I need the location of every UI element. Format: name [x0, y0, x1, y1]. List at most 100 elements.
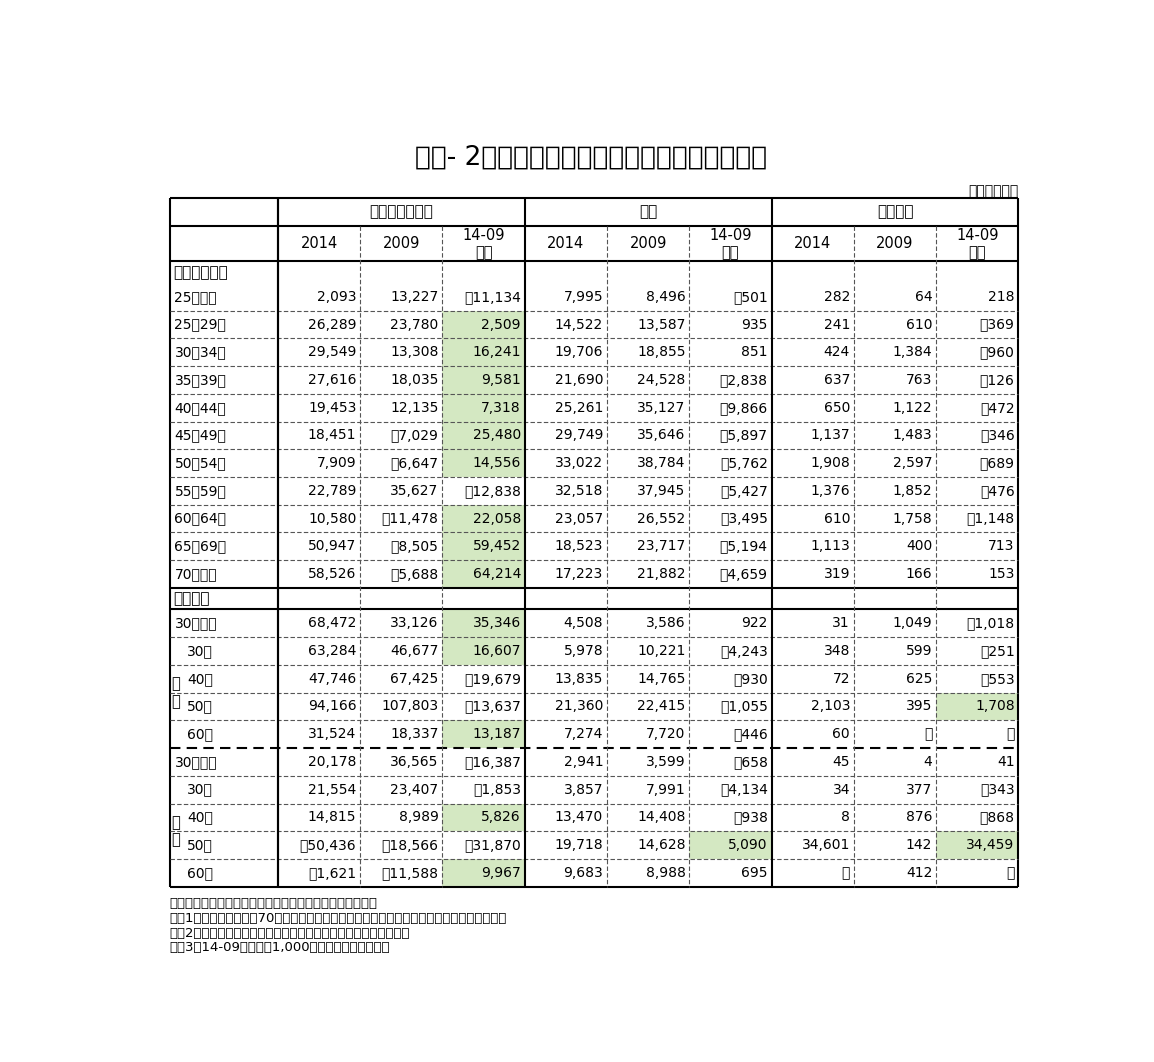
Text: 5,978: 5,978: [563, 644, 604, 658]
Text: 38,784: 38,784: [637, 457, 685, 470]
Text: －5,194: －5,194: [720, 539, 767, 553]
Text: 610: 610: [824, 512, 850, 526]
Text: 37,945: 37,945: [637, 484, 685, 498]
Text: －4,243: －4,243: [720, 644, 767, 658]
Text: －938: －938: [733, 810, 767, 824]
Text: －19,679: －19,679: [464, 672, 520, 686]
Text: 3,586: 3,586: [646, 616, 685, 631]
Text: 45: 45: [832, 755, 850, 769]
Text: 851: 851: [741, 345, 767, 359]
Text: 47,746: 47,746: [308, 672, 357, 686]
Text: －446: －446: [733, 727, 767, 741]
Text: 女
性: 女 性: [172, 815, 180, 847]
Text: 60～64歳: 60～64歳: [174, 512, 226, 526]
Text: 注3：14-09の差が＋1,000円以上のセルに網かけ: 注3：14-09の差が＋1,000円以上のセルに網かけ: [170, 941, 390, 955]
Text: 2,093: 2,093: [317, 290, 357, 304]
Bar: [442, 610, 525, 637]
Bar: [689, 832, 772, 859]
Text: 876: 876: [906, 810, 932, 824]
Text: 1,376: 1,376: [810, 484, 850, 498]
Text: 166: 166: [906, 567, 932, 581]
Text: 14,556: 14,556: [472, 457, 520, 470]
Bar: [442, 311, 525, 339]
Text: 30代: 30代: [187, 783, 212, 796]
Text: 59,452: 59,452: [473, 539, 520, 553]
Text: 22,789: 22,789: [308, 484, 357, 498]
Text: 単身世帯: 単身世帯: [173, 592, 209, 606]
Text: 34: 34: [832, 783, 850, 796]
Text: 注1：単身世帯のうち70代以上は集計対象世帯数が限られているため表記を省略している: 注1：単身世帯のうち70代以上は集計対象世帯数が限られているため表記を省略してい…: [170, 912, 508, 925]
Text: －: －: [1006, 727, 1014, 741]
Text: 29,749: 29,749: [555, 428, 604, 443]
Text: －5,897: －5,897: [720, 428, 767, 443]
Text: 10,221: 10,221: [637, 644, 685, 658]
Text: 13,470: 13,470: [555, 810, 604, 824]
Text: 21,882: 21,882: [637, 567, 685, 581]
Text: 21,690: 21,690: [555, 373, 604, 387]
Text: 19,453: 19,453: [308, 400, 357, 415]
Text: 23,057: 23,057: [555, 512, 604, 526]
Text: 599: 599: [906, 644, 932, 658]
Text: 25歳未満: 25歳未満: [174, 290, 217, 304]
Text: 13,187: 13,187: [472, 727, 520, 741]
Text: 625: 625: [906, 672, 932, 686]
Text: 18,451: 18,451: [308, 428, 357, 443]
Bar: [936, 692, 1019, 720]
Text: 25,261: 25,261: [555, 400, 604, 415]
Text: 2,509: 2,509: [481, 318, 520, 331]
Text: 19,718: 19,718: [555, 838, 604, 852]
Text: 1,113: 1,113: [810, 539, 850, 553]
Text: 2,103: 2,103: [810, 700, 850, 714]
Text: 1,483: 1,483: [893, 428, 932, 443]
Text: 377: 377: [906, 783, 932, 796]
Text: 24,528: 24,528: [637, 373, 685, 387]
Text: －868: －868: [980, 810, 1014, 824]
Text: 25～29歳: 25～29歳: [174, 318, 226, 331]
Text: 2009: 2009: [876, 236, 914, 252]
Text: 22,415: 22,415: [637, 700, 685, 714]
Text: 763: 763: [906, 373, 932, 387]
Text: 2,941: 2,941: [563, 755, 604, 769]
Text: 出所：総務省統計局「全国消費実態調査」各年版より作成: 出所：総務省統計局「全国消費実態調査」各年版より作成: [170, 897, 377, 910]
Text: 男
性: 男 性: [172, 676, 180, 708]
Text: 7,909: 7,909: [316, 457, 357, 470]
Text: 3,599: 3,599: [646, 755, 685, 769]
Text: 650: 650: [824, 400, 850, 415]
Text: 2014: 2014: [300, 236, 338, 252]
Text: －16,387: －16,387: [464, 755, 520, 769]
Text: 1,908: 1,908: [810, 457, 850, 470]
Text: －7,029: －7,029: [391, 428, 439, 443]
Text: 7,995: 7,995: [563, 290, 604, 304]
Text: 32,518: 32,518: [555, 484, 604, 498]
Text: －18,566: －18,566: [382, 838, 439, 852]
Text: 21,360: 21,360: [555, 700, 604, 714]
Text: －1,148: －1,148: [966, 512, 1014, 526]
Text: －6,647: －6,647: [390, 457, 439, 470]
Text: 36,565: 36,565: [390, 755, 439, 769]
Bar: [278, 199, 525, 226]
Text: 94,166: 94,166: [308, 700, 357, 714]
Text: －960: －960: [980, 345, 1014, 359]
Text: 18,035: 18,035: [390, 373, 439, 387]
Text: 58,526: 58,526: [308, 567, 357, 581]
Text: 8,988: 8,988: [645, 866, 685, 879]
Text: 9,967: 9,967: [481, 866, 520, 879]
Text: 35,646: 35,646: [637, 428, 685, 443]
Text: 16,607: 16,607: [472, 644, 520, 658]
Text: 16,241: 16,241: [472, 345, 520, 359]
Text: －658: －658: [733, 755, 767, 769]
Text: 2014: 2014: [794, 236, 831, 252]
Text: 72: 72: [832, 672, 850, 686]
Text: 5,826: 5,826: [481, 810, 520, 824]
Text: 107,803: 107,803: [382, 700, 439, 714]
Text: 7,720: 7,720: [646, 727, 685, 741]
Text: 35,127: 35,127: [637, 400, 685, 415]
Bar: [442, 449, 525, 477]
Text: 保険: 保険: [639, 205, 658, 220]
Bar: [936, 832, 1019, 859]
Text: 50代: 50代: [187, 838, 212, 852]
Text: 8,496: 8,496: [646, 290, 685, 304]
Text: 13,308: 13,308: [390, 345, 439, 359]
Text: 30代: 30代: [187, 644, 212, 658]
Text: 13,227: 13,227: [390, 290, 439, 304]
